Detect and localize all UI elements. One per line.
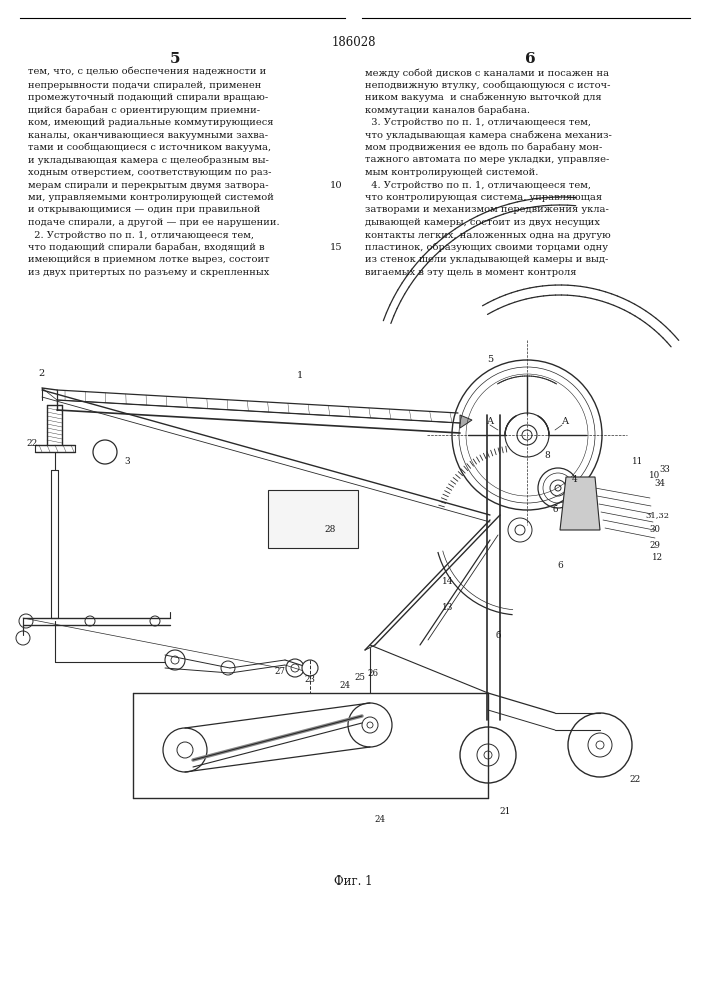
Text: 28: 28 [325,526,336,534]
Text: тем, что, с целью обеспечения надежности и: тем, что, с целью обеспечения надежности… [28,68,267,77]
Text: контакты легких, наложенных одна на другую: контакты легких, наложенных одна на друг… [365,231,611,239]
Text: вигаемых в эту щель в момент контроля: вигаемых в эту щель в момент контроля [365,268,576,277]
Text: 1: 1 [297,370,303,379]
Text: мом продвижения ее вдоль по барабану мон-: мом продвижения ее вдоль по барабану мон… [365,143,602,152]
Text: A: A [561,418,568,426]
Text: из двух притертых по разъему и скрепленных: из двух притертых по разъему и скрепленн… [28,268,269,277]
Text: что укладывающая камера снабжена механиз-: что укладывающая камера снабжена механиз… [365,130,612,140]
Text: 29: 29 [650,540,660,550]
Text: б: б [552,506,558,514]
Text: ходным отверстием, соответствующим по раз-: ходным отверстием, соответствующим по ра… [28,168,271,177]
Text: 33: 33 [660,466,670,475]
Bar [268,490,358,548]
Text: 25: 25 [354,674,366,682]
Text: 27: 27 [274,668,286,676]
Text: дывающей камеры, состоит из двух несущих: дывающей камеры, состоит из двух несущих [365,218,600,227]
Circle shape [286,659,304,677]
Text: что контролирующая система, управляющая: что контролирующая система, управляющая [365,193,602,202]
Circle shape [165,650,185,670]
Text: из стенок щели укладывающей камеры и выд-: из стенок щели укладывающей камеры и выд… [365,255,609,264]
Text: и открывающимися — один при правильной: и открывающимися — один при правильной [28,206,260,215]
Text: 22: 22 [629,776,641,784]
Text: 6: 6 [525,52,535,66]
Text: имеющийся в приемном лотке вырез, состоит: имеющийся в приемном лотке вырез, состои… [28,255,269,264]
Bar [133,693,488,798]
Polygon shape [460,415,472,428]
Text: 5: 5 [487,356,493,364]
Circle shape [163,728,207,772]
Text: A: A [486,418,493,426]
Text: 4: 4 [572,476,578,485]
Text: подаче спирали, а другой — при ее нарушении.: подаче спирали, а другой — при ее наруше… [28,218,280,227]
Text: 186028: 186028 [332,36,375,49]
Text: промежуточный подающий спирали вращаю-: промежуточный подающий спирали вращаю- [28,93,268,102]
Text: между собой дисков с каналами и посажен на: между собой дисков с каналами и посажен … [365,68,609,78]
Text: Фиг. 1: Фиг. 1 [334,875,373,888]
Text: непрерывности подачи спиралей, применен: непрерывности подачи спиралей, применен [28,81,262,90]
Text: 6: 6 [557,560,563,570]
Text: ми, управляемыми контролирующей системой: ми, управляемыми контролирующей системой [28,193,274,202]
Text: что подающий спирали барабан, входящий в: что подающий спирали барабан, входящий в [28,243,264,252]
Text: 2: 2 [39,368,45,377]
Text: затворами и механизмом передвижения укла-: затворами и механизмом передвижения укла… [365,206,609,215]
Text: ником вакуума  и снабженную выточкой для: ником вакуума и снабженную выточкой для [365,93,602,103]
Text: 5: 5 [170,52,180,66]
Text: 26: 26 [368,668,378,678]
Text: 24: 24 [375,816,385,824]
Text: тажного автомата по мере укладки, управляе-: тажного автомата по мере укладки, управл… [365,155,609,164]
Text: и укладывающая камера с щелеобразным вы-: и укладывающая камера с щелеобразным вы- [28,155,269,165]
Text: тами и сообщающиеся с источником вакуума,: тами и сообщающиеся с источником вакуума… [28,143,271,152]
Text: ком, имеющий радиальные коммутирующиеся: ком, имеющий радиальные коммутирующиеся [28,118,274,127]
Text: каналы, оканчивающиеся вакуумными захва-: каналы, оканчивающиеся вакуумными захва- [28,130,268,139]
Text: 22: 22 [26,438,37,448]
Text: 3. Устройство по п. 1, отличающееся тем,: 3. Устройство по п. 1, отличающееся тем, [365,118,591,127]
Text: 10: 10 [329,180,342,190]
Circle shape [302,660,318,676]
Text: неподвижную втулку, сообщающуюся с источ-: неподвижную втулку, сообщающуюся с источ… [365,81,611,90]
Text: 30: 30 [650,526,660,534]
Text: б: б [495,631,501,640]
Circle shape [348,703,392,747]
Text: 23: 23 [305,676,315,684]
Text: 10: 10 [649,471,660,480]
Text: 31,32: 31,32 [645,511,669,519]
Polygon shape [560,477,600,530]
Text: 13: 13 [443,603,454,612]
Circle shape [517,425,537,445]
Circle shape [93,440,117,464]
Text: 11: 11 [632,458,643,466]
Text: 24: 24 [339,680,351,690]
Text: 8: 8 [544,450,550,460]
Text: 15: 15 [329,243,342,252]
Text: 4. Устройство по п. 1, отличающееся тем,: 4. Устройство по п. 1, отличающееся тем, [365,180,591,190]
Text: мерам спирали и перекрытым двумя затвора-: мерам спирали и перекрытым двумя затвора… [28,180,269,190]
Text: 34: 34 [655,480,665,488]
Text: 2. Устройство по п. 1, отличающееся тем,: 2. Устройство по п. 1, отличающееся тем, [28,231,254,239]
Text: 21: 21 [499,808,510,816]
Text: 14: 14 [443,578,454,586]
Text: мым контролирующей системой.: мым контролирующей системой. [365,168,538,177]
Text: 3: 3 [124,458,130,466]
Text: 12: 12 [651,554,662,562]
Text: щийся барабан с ориентирующим приемни-: щийся барабан с ориентирующим приемни- [28,105,260,115]
Text: пластинок, образующих своими торцами одну: пластинок, образующих своими торцами одн… [365,243,608,252]
Text: коммутации каналов барабана.: коммутации каналов барабана. [365,105,530,115]
